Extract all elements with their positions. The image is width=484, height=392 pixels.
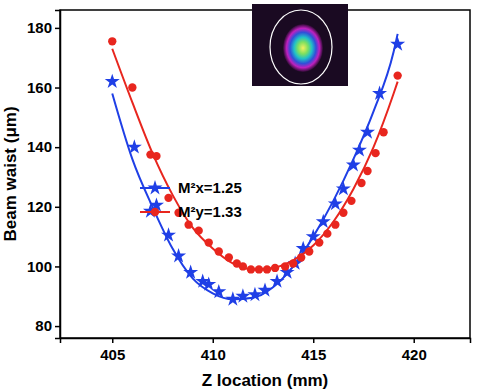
x-tick-label: 415 — [301, 346, 326, 363]
beam-profile-inset — [252, 4, 348, 86]
y-tick-mark — [55, 147, 60, 149]
data-point — [211, 284, 226, 298]
x-tick-mark — [313, 338, 315, 343]
data-point — [225, 253, 233, 261]
legend: M²x=1.25 M²y=1.33 — [140, 179, 242, 220]
chart: 405 410 415 420 80 100 120 140 160 180 M²x=1.25 M²y… — [0, 0, 484, 392]
data-point — [183, 265, 198, 279]
x-tick-mark — [212, 338, 214, 343]
data-point — [347, 197, 355, 205]
x-axis-title: Z location (mm) — [202, 371, 329, 390]
data-point — [379, 128, 387, 136]
data-point — [289, 259, 297, 267]
data-point — [128, 83, 136, 91]
legend-marker — [147, 180, 162, 194]
data-point — [336, 181, 351, 195]
legend-label: M²y=1.33 — [178, 203, 242, 220]
data-point — [372, 86, 387, 100]
y-tick-mark — [55, 326, 60, 328]
y-tick-label: 160 — [27, 79, 52, 96]
data-point — [194, 226, 202, 234]
y-tick: 120 — [27, 198, 60, 215]
y-tick: 180 — [27, 19, 60, 36]
y-tick-label: 140 — [27, 138, 52, 155]
data-point — [255, 265, 263, 273]
x-axis-line — [61, 339, 471, 344]
y-tick-label: 120 — [27, 198, 52, 215]
legend-marker — [151, 208, 159, 216]
y-tick-mark — [55, 28, 60, 30]
x-tick-label: 420 — [402, 346, 427, 363]
x-tick-mark — [112, 338, 114, 343]
data-point — [239, 262, 247, 270]
y-tick-label: 180 — [27, 19, 52, 36]
y-axis: 80 100 120 140 160 180 — [27, 11, 61, 339]
inset-background — [252, 4, 348, 86]
y-tick: 140 — [27, 138, 60, 155]
data-point — [161, 227, 176, 241]
data-point — [257, 282, 272, 296]
data-point — [127, 139, 142, 153]
data-point — [305, 247, 313, 255]
x-tick-label: 405 — [100, 346, 125, 363]
y-tick-mark — [55, 207, 60, 209]
x-tick: 405 — [100, 338, 125, 363]
data-point — [263, 265, 271, 273]
y-axis-line — [55, 11, 61, 339]
data-point — [201, 276, 216, 290]
data-point — [247, 265, 255, 273]
y-tick-mark — [55, 266, 60, 268]
y-tick: 80 — [35, 317, 60, 334]
data-point — [371, 149, 379, 157]
y-tick-label: 100 — [27, 258, 52, 275]
data-point — [171, 248, 186, 262]
data-point — [393, 71, 401, 79]
x-tick: 420 — [402, 338, 427, 363]
data-point — [357, 179, 365, 187]
beam-spot — [283, 24, 323, 72]
data-point — [352, 142, 367, 156]
plot: 405 410 415 420 80 100 120 140 160 180 M²x=1.25 M²y… — [27, 10, 471, 363]
data-point — [164, 194, 172, 202]
legend-label: M²x=1.25 — [178, 179, 242, 196]
data-point — [323, 229, 331, 237]
y-tick: 160 — [27, 79, 60, 96]
x-tick: 410 — [201, 338, 226, 363]
data-point — [328, 196, 343, 210]
data-point — [270, 273, 285, 287]
data-point — [271, 264, 279, 272]
data-point — [215, 247, 223, 255]
data-point — [339, 209, 347, 217]
x-tick-mark — [413, 338, 415, 343]
data-point — [235, 288, 250, 302]
beam-outline — [270, 10, 332, 84]
x-tick: 415 — [301, 338, 326, 363]
legend-entry: M²y=1.33 — [140, 203, 242, 220]
y-tick-mark — [55, 87, 60, 89]
data-point — [152, 152, 160, 160]
y-axis-title: Beam waist (μm) — [1, 106, 20, 241]
data-point — [331, 221, 339, 229]
data-point — [205, 238, 213, 246]
data-point — [184, 221, 192, 229]
data-point — [105, 74, 120, 88]
data-point — [297, 253, 305, 261]
y-tick: 100 — [27, 258, 60, 275]
data-point — [346, 157, 361, 171]
data-point — [316, 214, 331, 228]
data-point — [315, 238, 323, 246]
x-axis: 405 410 415 420 — [61, 338, 471, 363]
data-point — [108, 37, 116, 45]
data-point — [360, 124, 375, 138]
y-tick-label: 80 — [35, 317, 52, 334]
data-point — [281, 262, 289, 270]
data-point — [225, 291, 240, 305]
data-point — [363, 167, 371, 175]
x-tick-label: 410 — [201, 346, 226, 363]
data-point — [390, 36, 405, 50]
legend-entry: M²x=1.25 — [140, 179, 242, 196]
